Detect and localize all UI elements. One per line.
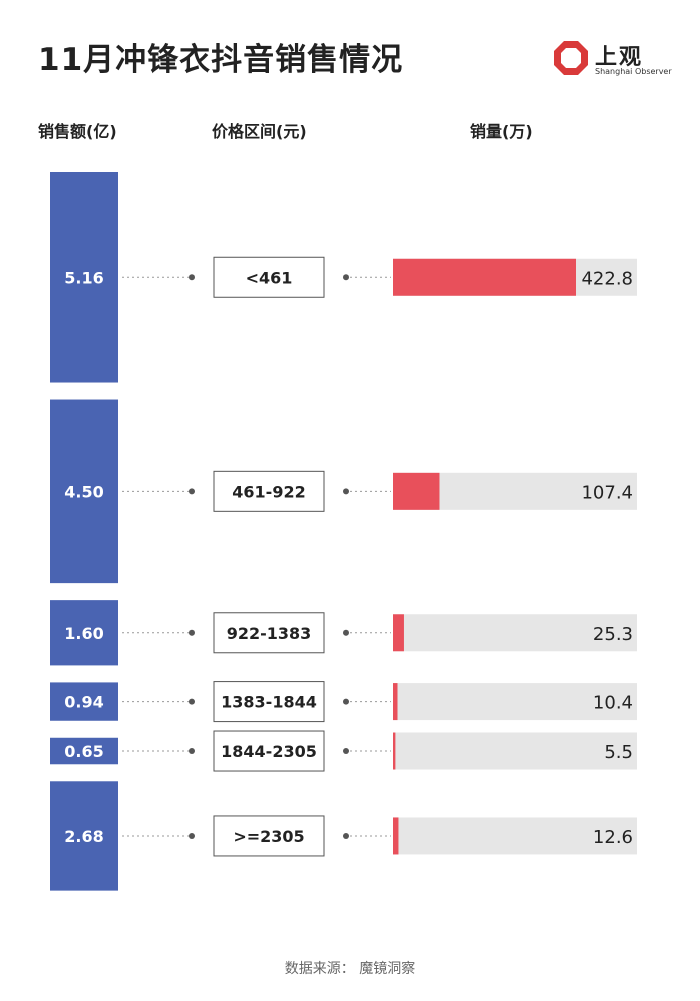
connector-dot	[189, 698, 195, 705]
price-band-box	[213, 815, 325, 857]
connector-dot	[189, 832, 195, 839]
header-volume: 销量(万)	[470, 122, 533, 141]
volume-label: 107.4	[581, 482, 633, 503]
header-revenue: 销售额(亿)	[38, 122, 117, 141]
volume-track	[393, 614, 637, 652]
connector-dot	[343, 832, 349, 839]
volume-label: 5.5	[604, 742, 633, 763]
price-band-box	[213, 470, 325, 512]
logo-octagon-icon	[554, 41, 588, 75]
header-price: 价格区间(元)	[212, 122, 307, 141]
chart-title: 11月冲锋衣抖音销售情况	[38, 42, 404, 78]
brand-logo: 上观 Shanghai Observer	[553, 40, 672, 82]
connector-dot	[343, 629, 349, 636]
revenue-label: 0.65	[64, 742, 103, 761]
connector-dot	[343, 274, 349, 281]
volume-label: 12.6	[593, 827, 633, 848]
revenue-label: 2.68	[64, 827, 103, 846]
logo-name-cn: 上观	[595, 45, 644, 70]
revenue-bar	[50, 737, 118, 765]
price-band-label: 461-922	[232, 482, 305, 501]
volume-label: 422.8	[581, 268, 633, 289]
data-source: 数据来源： 魔镜洞察	[284, 961, 416, 977]
revenue-bar	[50, 600, 118, 666]
volume-bar	[393, 258, 576, 296]
connector-dot	[343, 488, 349, 495]
price-band-box	[213, 730, 325, 772]
revenue-bar	[50, 682, 118, 721]
volume-bar	[393, 472, 440, 510]
logo-name-en: Shanghai Observer	[595, 67, 672, 76]
revenue-label: 5.16	[64, 268, 103, 287]
price-band-label: 922-1383	[227, 624, 312, 643]
volume-bar	[393, 683, 398, 721]
connector-dot	[343, 698, 349, 705]
price-band-label: 1844-2305	[221, 742, 317, 761]
price-band-label: <461	[246, 268, 293, 287]
volume-label: 25.3	[593, 624, 633, 645]
connector-dot	[189, 488, 195, 495]
connector-dot	[189, 274, 195, 281]
revenue-label: 1.60	[64, 624, 103, 643]
revenue-bar	[50, 399, 118, 584]
connector-dot	[343, 748, 349, 755]
volume-track	[393, 683, 637, 721]
connector-dot	[189, 748, 195, 755]
price-band-label: 1383-1844	[221, 693, 317, 712]
price-band-box	[213, 612, 325, 654]
revenue-bar	[50, 781, 118, 891]
volume-bar	[393, 732, 396, 770]
volume-bar	[393, 817, 399, 855]
revenue-label: 0.94	[64, 693, 103, 712]
price-band-box	[213, 256, 325, 298]
volume-label: 10.4	[593, 693, 633, 714]
price-band-box	[213, 681, 325, 723]
revenue-bar	[50, 172, 118, 383]
volume-track	[393, 732, 637, 770]
connector-dot	[189, 629, 195, 636]
volume-bar	[393, 614, 404, 652]
price-band-label: >=2305	[233, 827, 304, 846]
revenue-label: 4.50	[64, 482, 103, 501]
volume-track	[393, 817, 637, 855]
